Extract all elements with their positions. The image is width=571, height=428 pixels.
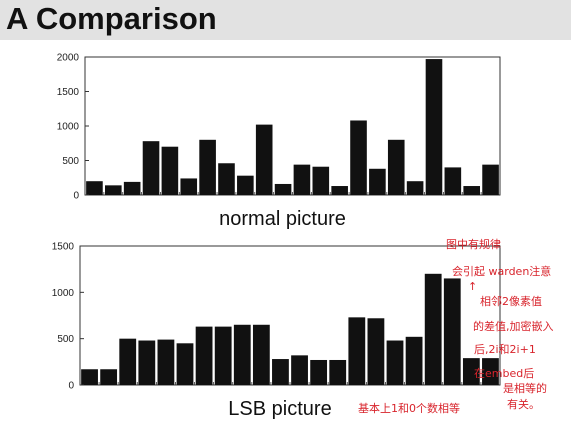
normal-bar	[180, 178, 198, 195]
lsb-bar	[233, 324, 251, 385]
lsb-bar	[195, 326, 213, 385]
normal-bar	[369, 168, 386, 195]
normal-bar	[86, 181, 103, 195]
normal-bar	[463, 186, 480, 195]
normal-picture-chart: 0 500 1000 1500 2000 normal picture	[57, 53, 501, 230]
handwritten-notes: 图中有规律 会引起 warden注意 ↑ 相邻2像素值 的差值,加密嵌入 后,2…	[358, 237, 554, 415]
normal-bar	[406, 181, 424, 195]
lsb-bar	[462, 358, 480, 385]
lsb-picture-chart: 0 500 1000 1500 LSB picture	[52, 242, 501, 420]
normal-bar	[123, 181, 141, 195]
normal-bar	[218, 163, 235, 195]
annotation-line: ↑	[468, 280, 477, 293]
normal-bar	[312, 166, 330, 195]
lsb-bar	[443, 278, 461, 385]
lsb-bar	[214, 326, 232, 385]
lsb-bar	[291, 355, 308, 385]
lsb-y-tick-label: 500	[57, 334, 74, 345]
lsb-bar	[100, 369, 118, 385]
lsb-bar	[310, 359, 328, 385]
lsb-bar	[252, 324, 270, 385]
annotation-line: 有关。	[507, 397, 540, 411]
lsb-bar	[81, 369, 98, 385]
lsb-bar	[119, 338, 137, 385]
title-bar: A Comparison	[0, 0, 571, 40]
normal-bar	[425, 59, 443, 195]
normal-bar	[350, 120, 367, 195]
normal-bar	[482, 164, 499, 195]
annotation-line: 基本上1和0个数相等	[358, 401, 460, 415]
lsb-bar	[367, 318, 385, 385]
normal-bar	[161, 146, 179, 195]
normal-bar	[199, 139, 216, 195]
normal-bar	[255, 124, 273, 195]
normal-bar	[293, 164, 311, 195]
lsb-chart-caption: LSB picture	[228, 398, 331, 420]
lsb-bar	[329, 359, 347, 385]
lsb-bar	[482, 358, 499, 385]
normal-bar	[387, 139, 405, 195]
lsb-bar	[138, 340, 156, 385]
normal-bar	[237, 175, 254, 195]
normal-y-tick-label: 1500	[57, 87, 80, 98]
annotation-line: 的差值,加密嵌入	[473, 319, 554, 333]
annotation-line: 后,2i和2i+1	[474, 343, 536, 356]
normal-bar	[142, 141, 160, 195]
annotation-line: 在embed后	[474, 367, 534, 380]
page-title: A Comparison	[6, 1, 217, 36]
normal-y-tick-label: 1000	[57, 122, 80, 133]
annotation-line: 会引起 warden注意	[452, 264, 551, 278]
lsb-y-tick-label: 0	[68, 381, 74, 392]
normal-bar	[105, 185, 122, 195]
normal-y-tick-label: 0	[73, 191, 79, 202]
normal-bar	[331, 186, 348, 195]
lsb-bar	[157, 339, 175, 385]
normal-bar	[444, 167, 462, 195]
normal-chart-caption: normal picture	[219, 208, 346, 230]
lsb-y-tick-label: 1500	[52, 242, 75, 253]
annotation-line: 相邻2像素值	[480, 295, 542, 308]
lsb-y-tick-label: 1000	[52, 288, 75, 299]
lsb-bar	[176, 343, 194, 385]
normal-bar	[274, 183, 292, 195]
lsb-bar	[272, 359, 289, 385]
normal-y-tick-label: 500	[62, 156, 79, 167]
normal-y-tick-label: 2000	[57, 53, 80, 64]
annotation-line: 图中有规律	[446, 237, 501, 251]
lsb-bar	[348, 317, 366, 385]
lsb-bar	[405, 336, 423, 385]
lsb-bar	[424, 273, 442, 385]
annotation-line: 是相等的	[503, 381, 547, 395]
lsb-bar	[386, 340, 404, 385]
